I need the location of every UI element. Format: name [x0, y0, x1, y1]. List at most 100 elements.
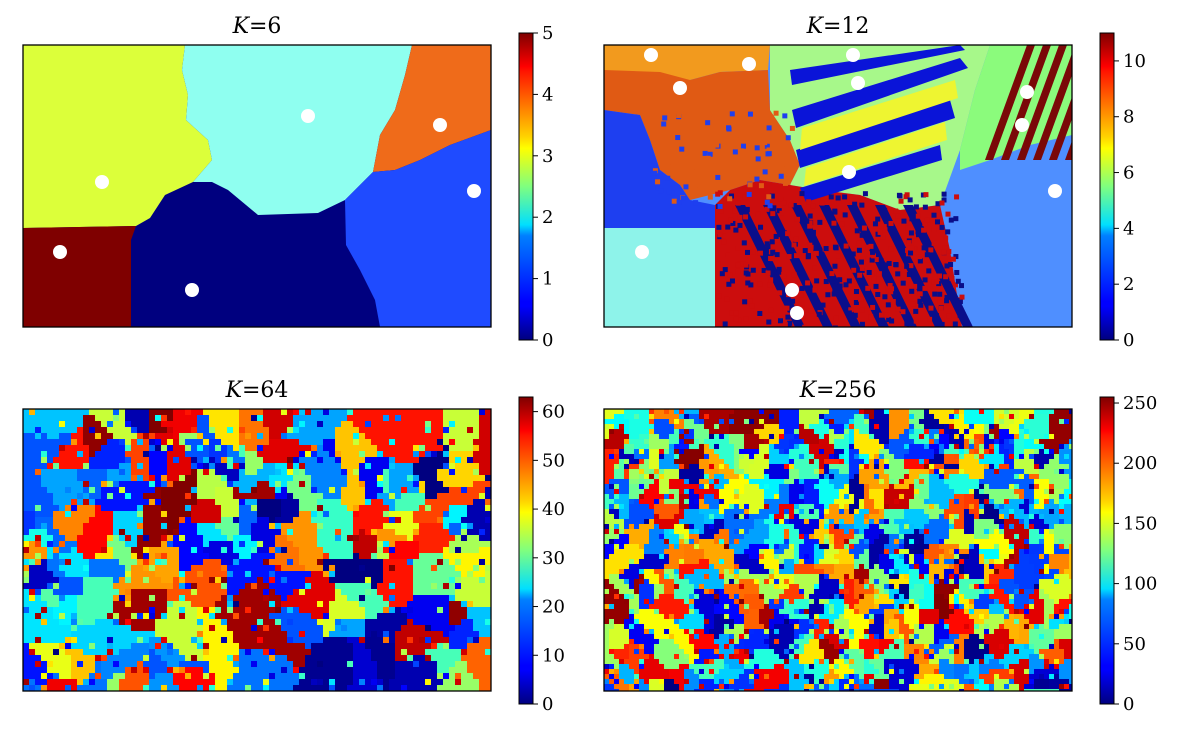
pixel — [35, 451, 42, 458]
pixel — [1004, 429, 1010, 435]
pixel — [107, 451, 114, 458]
pixel — [209, 565, 216, 572]
pixel — [924, 409, 930, 415]
pixel — [1044, 409, 1050, 415]
pixel — [239, 643, 246, 650]
pixel — [347, 493, 354, 500]
pixel — [71, 613, 78, 620]
pixel — [149, 625, 156, 632]
pixel — [799, 414, 805, 420]
pixel — [191, 511, 198, 518]
pixel — [89, 595, 96, 602]
pixel — [945, 229, 951, 235]
pixel — [455, 637, 462, 644]
pixel — [107, 637, 114, 644]
pixel — [113, 619, 120, 626]
pixel — [341, 409, 348, 416]
pixel — [317, 553, 324, 560]
pixel — [131, 613, 138, 620]
pixel — [353, 631, 360, 638]
pixel — [41, 517, 48, 524]
pixel — [377, 553, 384, 560]
pixel — [389, 493, 396, 500]
pixel — [969, 439, 975, 445]
pixel — [437, 499, 444, 506]
pixel — [41, 535, 48, 542]
pixel — [197, 499, 204, 506]
pixel — [269, 457, 276, 464]
pixel — [47, 511, 54, 518]
pixel — [455, 415, 462, 422]
pixel — [654, 424, 660, 430]
pixel — [654, 414, 660, 420]
pixel — [221, 637, 228, 644]
pixel — [41, 601, 48, 608]
pixel — [77, 433, 84, 440]
pixel — [359, 637, 366, 644]
pixel — [920, 192, 926, 198]
pixel — [161, 625, 168, 632]
pixel — [359, 583, 366, 590]
pixel — [263, 601, 270, 608]
pixel — [949, 419, 955, 425]
pixel — [844, 409, 850, 415]
pixel — [704, 409, 710, 415]
pixel — [317, 637, 324, 644]
pixel — [754, 145, 760, 151]
pixel — [221, 427, 228, 434]
pixel — [227, 463, 234, 470]
pixel — [29, 661, 36, 668]
pixel — [461, 577, 468, 584]
pixel — [359, 649, 366, 656]
pixel — [473, 433, 480, 440]
pixel — [485, 595, 491, 602]
pixel — [209, 439, 216, 446]
heatmap-k6 — [23, 45, 491, 327]
pixel — [413, 601, 420, 608]
pixel — [649, 424, 655, 430]
pixel — [221, 493, 228, 500]
pixel — [53, 667, 60, 674]
pixel — [725, 252, 731, 258]
pixel — [245, 619, 252, 626]
pixel — [655, 179, 661, 185]
pixel — [185, 607, 192, 614]
pixel — [774, 429, 780, 435]
pixel — [335, 589, 342, 596]
pixel — [413, 649, 420, 656]
pixel — [485, 649, 491, 656]
pixel — [467, 601, 474, 608]
pixel — [669, 439, 675, 445]
pixel — [77, 631, 84, 638]
pixel — [431, 505, 438, 512]
pixel — [437, 505, 444, 512]
pixel — [401, 637, 408, 644]
pixel — [347, 499, 354, 506]
pixel — [41, 475, 48, 482]
pixel — [131, 595, 138, 602]
pixel — [774, 414, 780, 420]
pixel — [341, 583, 348, 590]
pixel — [131, 625, 138, 632]
pixel — [739, 444, 745, 450]
pixel — [329, 613, 336, 620]
pixel — [35, 547, 42, 554]
pixel — [467, 445, 474, 452]
pixel — [89, 673, 96, 680]
pixel — [359, 553, 366, 560]
pixel — [47, 445, 54, 452]
pixel — [791, 203, 797, 209]
pixel — [749, 414, 755, 420]
pixel — [749, 303, 755, 309]
pixel — [473, 421, 480, 428]
pixel — [389, 637, 396, 644]
pixel — [419, 445, 426, 452]
pixel — [155, 547, 162, 554]
pixel — [257, 409, 264, 416]
pixel — [287, 439, 294, 446]
pixel — [167, 493, 174, 500]
pixel — [185, 631, 192, 638]
pixel — [47, 541, 54, 548]
pixel — [287, 409, 294, 416]
pixel — [191, 589, 198, 596]
